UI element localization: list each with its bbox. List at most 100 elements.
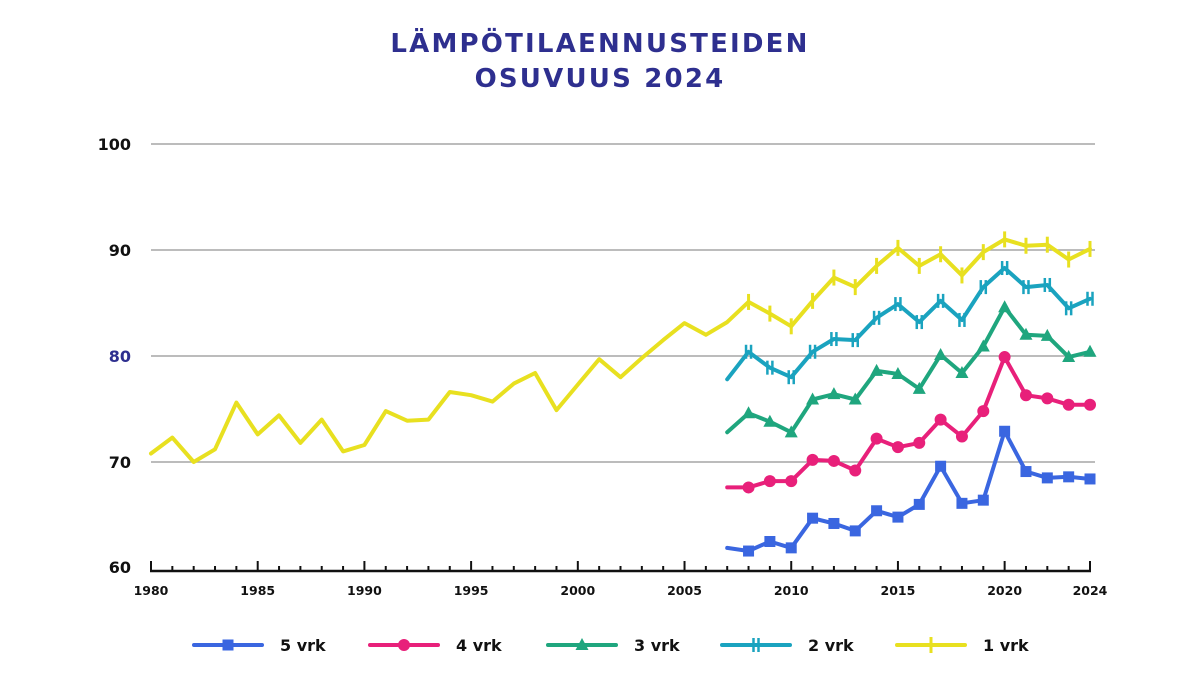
x-tick-label-1990: 1990 [347, 583, 382, 598]
data-point-5-vrk-2020 [999, 425, 1011, 437]
data-point-3-vrk-2016 [912, 381, 926, 394]
circle-marker-icon [763, 475, 776, 488]
legend-label-5-vrk: 5 vrk [280, 636, 326, 655]
series-5-vrk [725, 425, 1096, 557]
legend-marker-3-vrk [575, 638, 589, 650]
y-tick-label-100: 100 [98, 135, 131, 154]
square-marker-icon [1041, 472, 1053, 484]
chart-title: LÄMPÖTILAENNUSTEIDEN OSUVUUS 2024 [0, 27, 1200, 97]
triangle-marker-icon [976, 339, 990, 352]
series-2-vrk [725, 261, 1094, 385]
x-tick-label-2000: 2000 [560, 583, 595, 598]
data-point-2-vrk-2019 [979, 280, 988, 295]
data-point-4-vrk-2008 [742, 481, 755, 494]
y-tick-label-80: 80 [109, 347, 131, 366]
square-marker-icon [828, 517, 840, 529]
x-tick-label-2020: 2020 [987, 583, 1022, 598]
data-point-5-vrk-2023 [1063, 471, 1075, 483]
square-marker-icon [764, 536, 776, 547]
legend-item-5-vrk: 5 vrk [192, 636, 326, 655]
legend-item-1-vrk: 1 vrk [895, 636, 1029, 655]
series-line-1-vrk [149, 237, 1092, 464]
triangle-marker-icon [955, 365, 969, 378]
triangle-marker-icon [891, 367, 905, 380]
data-point-5-vrk-2012 [828, 517, 840, 529]
data-point-2-vrk-2012 [830, 332, 838, 347]
data-point-2-vrk-2014 [872, 310, 881, 325]
legend-label-2-vrk: 2 vrk [808, 636, 854, 655]
square-marker-icon [849, 525, 861, 537]
data-point-4-vrk-2012 [827, 454, 840, 467]
x-tick-label-2005: 2005 [667, 583, 702, 598]
data-point-2-vrk-2016 [915, 315, 924, 330]
triangle-marker-icon [1040, 328, 1054, 341]
x-tick-label-1980: 1980 [134, 583, 169, 598]
gridlines [151, 143, 1095, 463]
circle-marker-icon [934, 413, 947, 426]
data-point-2-vrk-2009 [766, 360, 774, 375]
data-point-3-vrk-2010 [784, 425, 798, 438]
data-point-5-vrk-2016 [913, 498, 925, 510]
legend-marker-4-vrk [398, 639, 410, 651]
data-point-4-vrk-2023 [1062, 398, 1075, 411]
square-marker-icon [743, 545, 755, 557]
square-marker-icon [1084, 473, 1096, 485]
data-point-3-vrk-2024 [1083, 344, 1097, 357]
triangle-marker-icon [1019, 327, 1033, 340]
triangle-marker-icon [827, 387, 841, 400]
data-point-2-vrk-2018 [958, 312, 966, 327]
x-tick-label-2024: 2024 [1073, 583, 1108, 598]
x-tick-label-1995: 1995 [454, 583, 489, 598]
legend: 5 vrk 4 vrk 3 vrk 2 vrk 1 vrk [192, 636, 1029, 655]
data-point-2-vrk-2011 [808, 344, 817, 359]
data-point-2-vrk-2010 [787, 370, 795, 385]
data-point-4-vrk-2009 [763, 475, 776, 488]
data-point-3-vrk-2019 [976, 339, 990, 352]
chart-title-line-1: LÄMPÖTILAENNUSTEIDEN [390, 29, 810, 59]
data-point-4-vrk-2016 [913, 436, 926, 449]
legend-label-3-vrk: 3 vrk [634, 636, 680, 655]
data-point-3-vrk-2009 [763, 414, 777, 427]
x-tick-label-2010: 2010 [774, 583, 809, 598]
circle-marker-icon [1062, 398, 1075, 411]
data-point-5-vrk-2019 [977, 494, 989, 506]
triangle-marker-icon [1062, 350, 1076, 363]
data-point-4-vrk-2017 [934, 413, 947, 426]
square-marker-icon [1020, 466, 1032, 478]
data-point-4-vrk-2010 [785, 475, 798, 488]
data-point-5-vrk-2008 [743, 545, 755, 557]
triangle-marker-icon [912, 381, 926, 394]
data-point-5-vrk-2021 [1020, 466, 1032, 478]
data-point-2-vrk-2013 [851, 333, 859, 348]
data-point-4-vrk-2020 [998, 351, 1011, 364]
circle-marker-icon [998, 351, 1011, 364]
y-tick-label-70: 70 [109, 453, 131, 472]
data-point-5-vrk-2022 [1041, 472, 1053, 484]
square-marker-icon [977, 494, 989, 506]
data-point-3-vrk-2008 [742, 406, 756, 419]
legend-label-1-vrk: 1 vrk [983, 636, 1029, 655]
legend-item-2-vrk: 2 vrk [720, 636, 854, 655]
triangle-marker-icon [742, 406, 756, 419]
x-axis: 1980 1985 1990 1995 2000 2005 2010 2015 2020 2024 [134, 561, 1108, 598]
x-tick-label-1985: 1985 [240, 583, 275, 598]
data-point-5-vrk-2011 [807, 512, 819, 524]
data-point-5-vrk-2018 [956, 497, 968, 509]
circle-marker-icon [870, 432, 883, 445]
square-marker-icon [913, 498, 925, 510]
circle-marker-icon [785, 475, 798, 488]
data-point-4-vrk-2011 [806, 453, 819, 466]
data-point-3-vrk-2018 [955, 365, 969, 378]
series-line-4-vrk [725, 355, 1092, 490]
data-point-4-vrk-2019 [977, 405, 990, 418]
circle-marker-icon [913, 436, 926, 449]
series-4-vrk [725, 351, 1096, 494]
data-point-2-vrk-2022 [1043, 277, 1052, 292]
series-line-3-vrk [725, 305, 1092, 435]
data-point-3-vrk-2017 [934, 347, 948, 360]
circle-marker-icon [398, 639, 410, 651]
circle-marker-icon [891, 441, 904, 454]
square-marker-icon [1063, 471, 1075, 483]
circle-marker-icon [827, 454, 840, 467]
